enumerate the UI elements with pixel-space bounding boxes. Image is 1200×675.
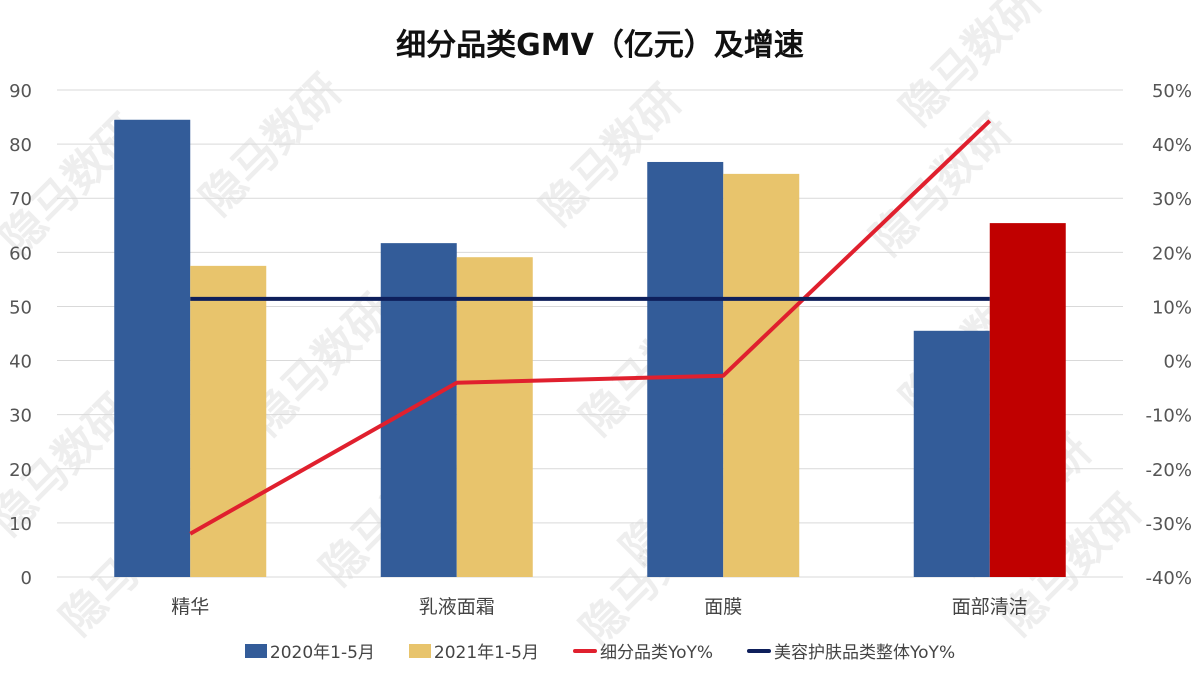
- legend-label: 细分品类YoY%: [599, 643, 714, 663]
- y-tick-label: 10: [9, 514, 32, 535]
- y2-tick-label: -40%: [1145, 568, 1192, 589]
- bar: [647, 161, 724, 577]
- bar: [114, 119, 191, 577]
- legend-item: 美容护肤品类整体YoY%: [747, 638, 955, 663]
- y2-tick-label: -30%: [1145, 514, 1192, 535]
- legend-item: 细分品类YoY%: [572, 638, 714, 663]
- y-tick-label: 90: [9, 81, 32, 102]
- y2-tick-label: -20%: [1145, 460, 1192, 481]
- legend-label: 2021年1-5月: [433, 643, 539, 663]
- legend-item: 2020年1-5月: [244, 638, 375, 663]
- y-tick-label: 80: [9, 135, 32, 156]
- y-tick-label: 40: [9, 352, 32, 373]
- y-tick-label: 0: [21, 568, 32, 589]
- y2-tick-label: 40%: [1152, 135, 1192, 156]
- y-tick-label: 50: [9, 297, 32, 318]
- y2-tick-label: 0%: [1163, 352, 1192, 373]
- x-tick-label: 乳液面霜: [419, 596, 495, 618]
- series-line: [189, 119, 992, 536]
- legend-swatch: [244, 643, 267, 658]
- y-tick-label: 60: [9, 243, 32, 264]
- legend-swatch: [408, 643, 431, 658]
- y-tick-label: 20: [9, 460, 32, 481]
- y2-tick-label: 50%: [1152, 81, 1192, 102]
- legend-swatch: [747, 648, 772, 653]
- y2-tick-label: -10%: [1145, 406, 1192, 427]
- y2-tick-label: 30%: [1152, 189, 1192, 210]
- x-tick-label: 精华: [171, 596, 209, 618]
- y-tick-label: 70: [9, 189, 32, 210]
- bar: [913, 330, 990, 577]
- x-tick-label: 面部清洁: [952, 596, 1028, 618]
- bar: [456, 257, 533, 577]
- bar: [190, 265, 267, 577]
- legend: 2020年1-5月 2021年1-5月 细分品类YoY% 美容护肤品类整体YoY…: [0, 638, 1200, 663]
- legend-item: 2021年1-5月: [408, 638, 539, 663]
- bar: [723, 173, 800, 577]
- y2-tick-label: 10%: [1152, 297, 1192, 318]
- chart-title: 细分品类GMV（亿元）及增速: [396, 28, 804, 63]
- bar: [380, 243, 457, 577]
- x-tick-label: 面膜: [704, 596, 742, 618]
- bar: [989, 223, 1066, 577]
- y2-tick-label: 20%: [1152, 243, 1192, 264]
- y-tick-label: 30: [9, 406, 32, 427]
- legend-label: 2020年1-5月: [269, 643, 375, 663]
- legend-swatch: [572, 648, 597, 653]
- legend-label: 美容护肤品类整体YoY%: [774, 643, 956, 663]
